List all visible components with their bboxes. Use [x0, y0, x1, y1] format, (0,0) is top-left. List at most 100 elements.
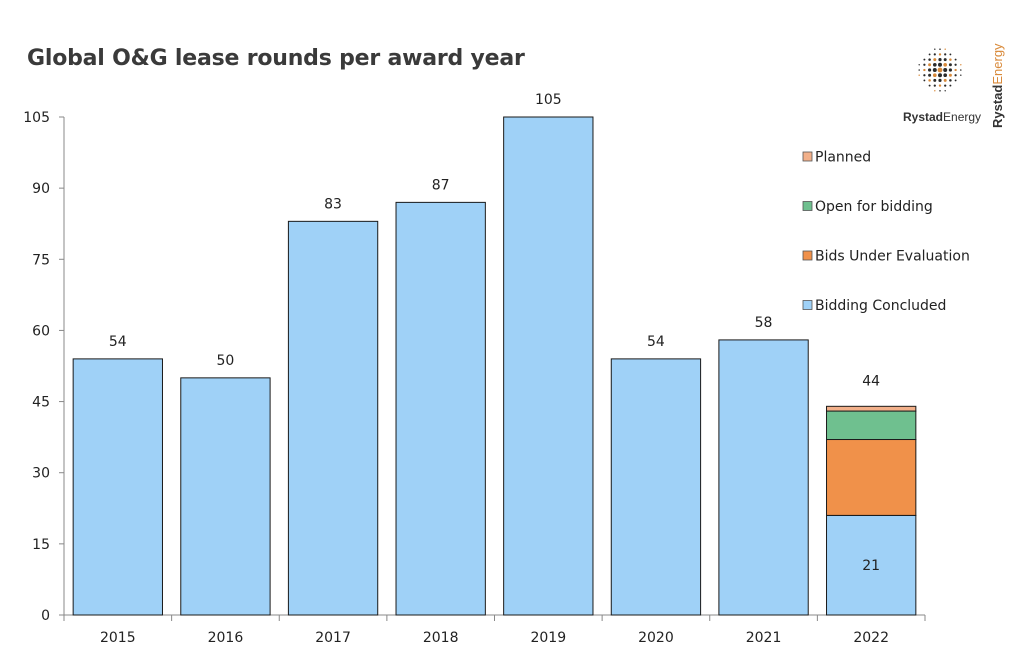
logo-dot — [937, 67, 943, 73]
logo-dot — [934, 48, 936, 50]
bar-total-label: 83 — [324, 196, 342, 212]
logo-dot — [918, 74, 920, 76]
logo-dot — [923, 63, 926, 66]
logo-dot — [943, 73, 948, 78]
logo-dot — [928, 73, 932, 77]
logo-dot — [938, 73, 942, 78]
logo-dot — [939, 90, 941, 92]
logo-dot — [954, 79, 957, 82]
bar-segment — [718, 339, 809, 616]
logo-dot — [948, 63, 952, 67]
x-tick-label: 2020 — [638, 630, 674, 646]
bar-total-label: 87 — [432, 177, 450, 193]
chart-legend: Planned Open for bidding Bids Under Evalua… — [802, 150, 970, 314]
bar-segment — [826, 405, 917, 412]
logo-dot — [948, 68, 952, 72]
logo-dot — [928, 84, 931, 87]
chart-title: Global O&G lease rounds per award year — [27, 46, 525, 71]
chart-labels: 54 50 83 87 105 54 58 44 21 — [109, 92, 880, 574]
y-tick-label: 105 — [23, 110, 50, 126]
bar-total-label: 44 — [862, 373, 880, 389]
logo-dot — [923, 74, 926, 77]
logo-dot — [943, 78, 947, 82]
logo-dot — [923, 58, 926, 61]
logo-dot — [933, 58, 937, 62]
logo-dot — [944, 84, 947, 87]
bar-segment — [395, 201, 486, 616]
y-tick-label: 75 — [32, 252, 50, 268]
legend-swatch — [802, 300, 813, 310]
logo-dot — [939, 48, 941, 50]
bar-segment — [826, 514, 917, 616]
logo-dot — [954, 74, 957, 77]
logo-dot — [960, 74, 962, 76]
logo-dot — [928, 79, 931, 82]
logo-dot — [960, 64, 962, 66]
bar-total-label: 50 — [217, 353, 235, 369]
x-tick-label: 2022 — [853, 630, 889, 646]
logo-dot — [933, 78, 937, 82]
y-tick-label: 15 — [32, 537, 50, 553]
x-tick-label: 2015 — [100, 630, 136, 646]
logo-dot — [928, 63, 932, 67]
bar-inner-label: 21 — [862, 558, 880, 574]
legend-swatch — [802, 151, 813, 162]
logo-dot — [932, 68, 937, 72]
logo-dot — [928, 58, 931, 61]
logo-dot — [948, 73, 952, 77]
logo-dot — [938, 58, 942, 62]
logo-dot — [932, 73, 937, 78]
logo-dot — [960, 69, 962, 71]
legend-label: Open for bidding — [815, 199, 933, 215]
x-tick-label: 2016 — [208, 630, 244, 646]
x-tick-label: 2018 — [423, 630, 459, 646]
logo-dot — [938, 78, 942, 82]
logo-dot — [954, 63, 957, 66]
logo-dot — [938, 84, 942, 87]
logo-dot — [954, 68, 957, 72]
y-tick-label: 0 — [41, 608, 50, 624]
x-tick-label: 2021 — [746, 630, 782, 646]
logo-dot — [954, 58, 957, 61]
logo-dot — [949, 58, 952, 61]
logo-dot — [938, 62, 942, 67]
logo-dot — [943, 68, 948, 72]
bar-segment — [503, 116, 594, 616]
logo-dot — [943, 62, 948, 67]
logo-dot — [943, 58, 947, 62]
logo-dot — [938, 53, 942, 56]
logo-dot — [949, 84, 952, 87]
logo-dot — [923, 79, 926, 82]
bar-segment — [826, 439, 917, 516]
bar-segment — [287, 220, 379, 616]
logo-dot — [934, 90, 936, 92]
legend-label: Bids Under Evaluation — [815, 249, 970, 265]
y-tick-label: 60 — [32, 323, 50, 339]
logo-dot — [928, 68, 932, 72]
bar-total-label: 105 — [535, 92, 562, 108]
rystad-logo — [900, 36, 1018, 136]
bar-total-label: 54 — [647, 334, 665, 350]
logo-dot — [949, 53, 952, 56]
logo-dot — [933, 84, 936, 87]
bar-segment — [610, 358, 702, 616]
logo-wordmark: RystadEnergy — [903, 110, 982, 124]
legend-swatch — [802, 201, 813, 211]
logo-dot — [949, 79, 952, 82]
logo-dot — [944, 90, 946, 92]
chart-bars — [72, 116, 917, 616]
logo-dot — [944, 53, 947, 56]
bar-segment — [826, 410, 917, 441]
logo-dot — [918, 64, 920, 66]
y-tick-label: 45 — [32, 395, 50, 411]
x-tick-label: 2017 — [315, 630, 351, 646]
bar-total-label: 54 — [109, 334, 127, 350]
legend-swatch — [802, 250, 813, 261]
bar-segment — [72, 358, 163, 616]
logo-dot — [933, 53, 936, 56]
y-tick-label: 90 — [32, 181, 50, 197]
bar-total-label: 58 — [755, 315, 773, 331]
y-tick-label: 30 — [32, 466, 50, 482]
logo-dot — [923, 68, 926, 72]
